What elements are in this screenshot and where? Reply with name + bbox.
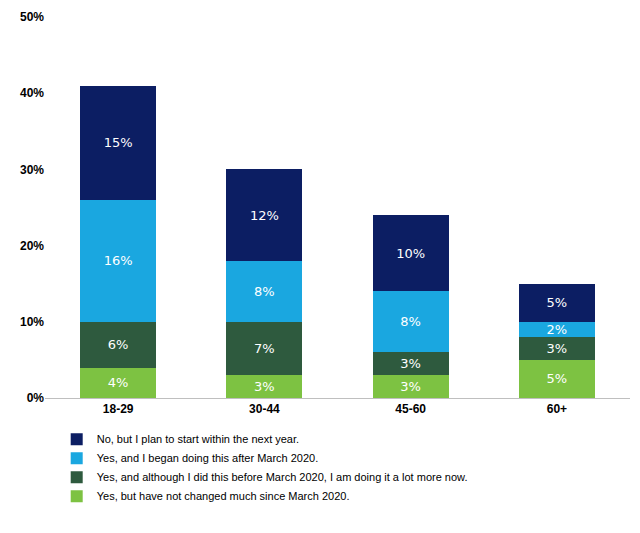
svg-text:10%: 10% (20, 315, 44, 329)
svg-text:50%: 50% (20, 10, 44, 24)
svg-text:30-44: 30-44 (249, 402, 280, 416)
svg-text:3%: 3% (254, 379, 275, 394)
svg-text:12%: 12% (250, 208, 279, 223)
svg-text:60+: 60+ (547, 402, 567, 416)
svg-text:16%: 16% (104, 253, 133, 268)
svg-text:6%: 6% (108, 337, 129, 352)
svg-text:5%: 5% (547, 371, 568, 386)
svg-text:5%: 5% (547, 295, 568, 310)
svg-text:2%: 2% (547, 322, 568, 337)
svg-text:30%: 30% (20, 163, 44, 177)
svg-text:10%: 10% (396, 246, 425, 261)
svg-text:3%: 3% (400, 379, 421, 394)
svg-text:Yes, and I began doing this af: Yes, and I began doing this after March … (97, 452, 319, 464)
svg-text:8%: 8% (400, 314, 421, 329)
svg-text:8%: 8% (254, 284, 275, 299)
svg-text:Yes, but have not changed much: Yes, but have not changed much since Mar… (97, 490, 350, 502)
svg-text:4%: 4% (108, 375, 129, 390)
svg-text:45-60: 45-60 (395, 402, 426, 416)
svg-text:3%: 3% (400, 356, 421, 371)
svg-text:18-29: 18-29 (103, 402, 134, 416)
svg-text:20%: 20% (20, 239, 44, 253)
svg-text:15%: 15% (104, 135, 133, 150)
svg-text:7%: 7% (254, 341, 275, 356)
svg-text:40%: 40% (20, 86, 44, 100)
svg-text:No, but I plan to start within: No, but I plan to start within the next … (97, 433, 299, 445)
svg-text:0%: 0% (27, 391, 45, 405)
svg-text:Yes, and although I did this b: Yes, and although I did this before Marc… (97, 471, 468, 483)
svg-text:3%: 3% (547, 341, 568, 356)
